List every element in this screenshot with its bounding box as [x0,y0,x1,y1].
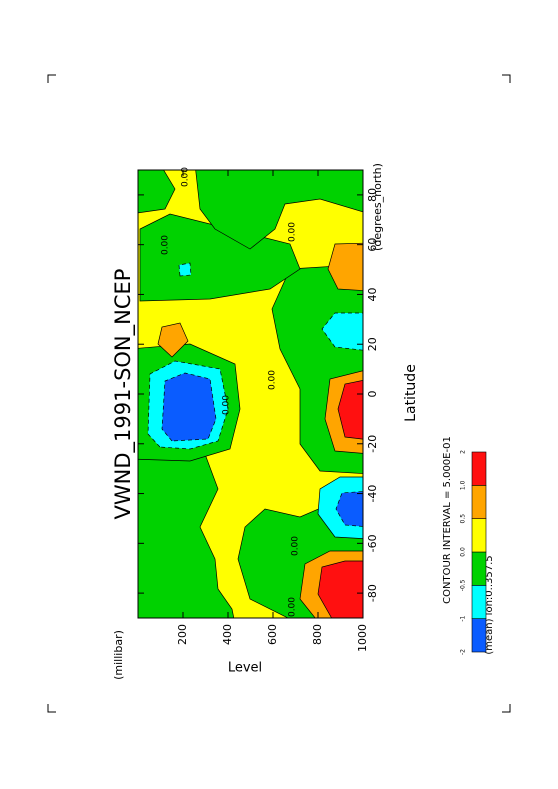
x-axis-units: (degrees_north) [371,163,384,251]
x-tick-label: 40 [366,287,379,301]
contour-label: 0.00 [181,167,191,187]
contour-fill [317,560,363,618]
x-axis-label: Latitude [403,364,419,422]
contour-fill [157,322,189,358]
contour-label: 0.00 [288,597,298,617]
y-axis-units: (millibar) [112,630,125,680]
y-tick-label: 600 [266,624,279,645]
colorbar-box [471,618,487,653]
landscape-plot: VWND_1991-SON_NCEP -80 -60 -40 -20 0 20 40 60 80 2… [111,163,495,680]
contour-fill [194,170,363,250]
x-tick-label: -40 [366,485,379,503]
corner-mark [502,74,511,83]
annotation: CONTOUR INTERVAL = 5.000E-01 [442,436,453,604]
contour-fill [335,490,363,528]
x-tick-label: 0 [366,391,379,398]
colorbar-label: -0.5 [460,579,467,591]
colorbar-label: 0.0 [460,547,467,557]
contour-fill [321,312,363,352]
colorbar-box [471,485,487,519]
y-tick-label: 1000 [356,624,369,652]
colorbar-box [471,518,487,553]
colorbar-box [471,551,487,586]
x-tick-label: -80 [366,584,379,602]
x-tick-label: -20 [366,435,379,453]
corner-mark [502,704,511,713]
colorbar-label: 1.0 [460,480,467,490]
contour-fill [178,262,192,277]
contour-fill [327,242,363,292]
y-axis-label: Level [228,661,262,676]
corner-mark [47,704,56,713]
annotation: (mean) lon:0..357.5 [484,555,495,654]
colorbar-box [471,451,487,486]
contour-label: 0.00 [268,370,278,390]
contour-field [138,170,363,618]
contour-label: 0.00 [161,235,171,255]
y-tick-label: 800 [311,624,324,645]
chart-title: VWND_1991-SON_NCEP [111,269,136,520]
y-tick-label: 200 [176,624,189,645]
y-tick-label: 400 [221,624,234,645]
colorbar-label: -2 [460,649,467,655]
contour-label: 0.00 [288,222,298,242]
colorbar-label: 2 [460,450,467,454]
corner-mark [47,74,56,83]
contour-fill [138,170,176,215]
colorbar-box [471,585,487,619]
x-tick-label: 80 [366,188,379,202]
contour-label: 0.00 [291,536,301,556]
contour-fill [161,372,217,442]
colorbar-label: -1 [460,615,467,621]
x-tick-label: 60 [366,238,379,252]
x-tick-label: 20 [366,337,379,351]
colorbar-label: 0.5 [460,514,467,524]
contour-fill [139,213,301,302]
x-tick-label: -60 [366,534,379,552]
contour-label: 0.00 [222,395,232,415]
